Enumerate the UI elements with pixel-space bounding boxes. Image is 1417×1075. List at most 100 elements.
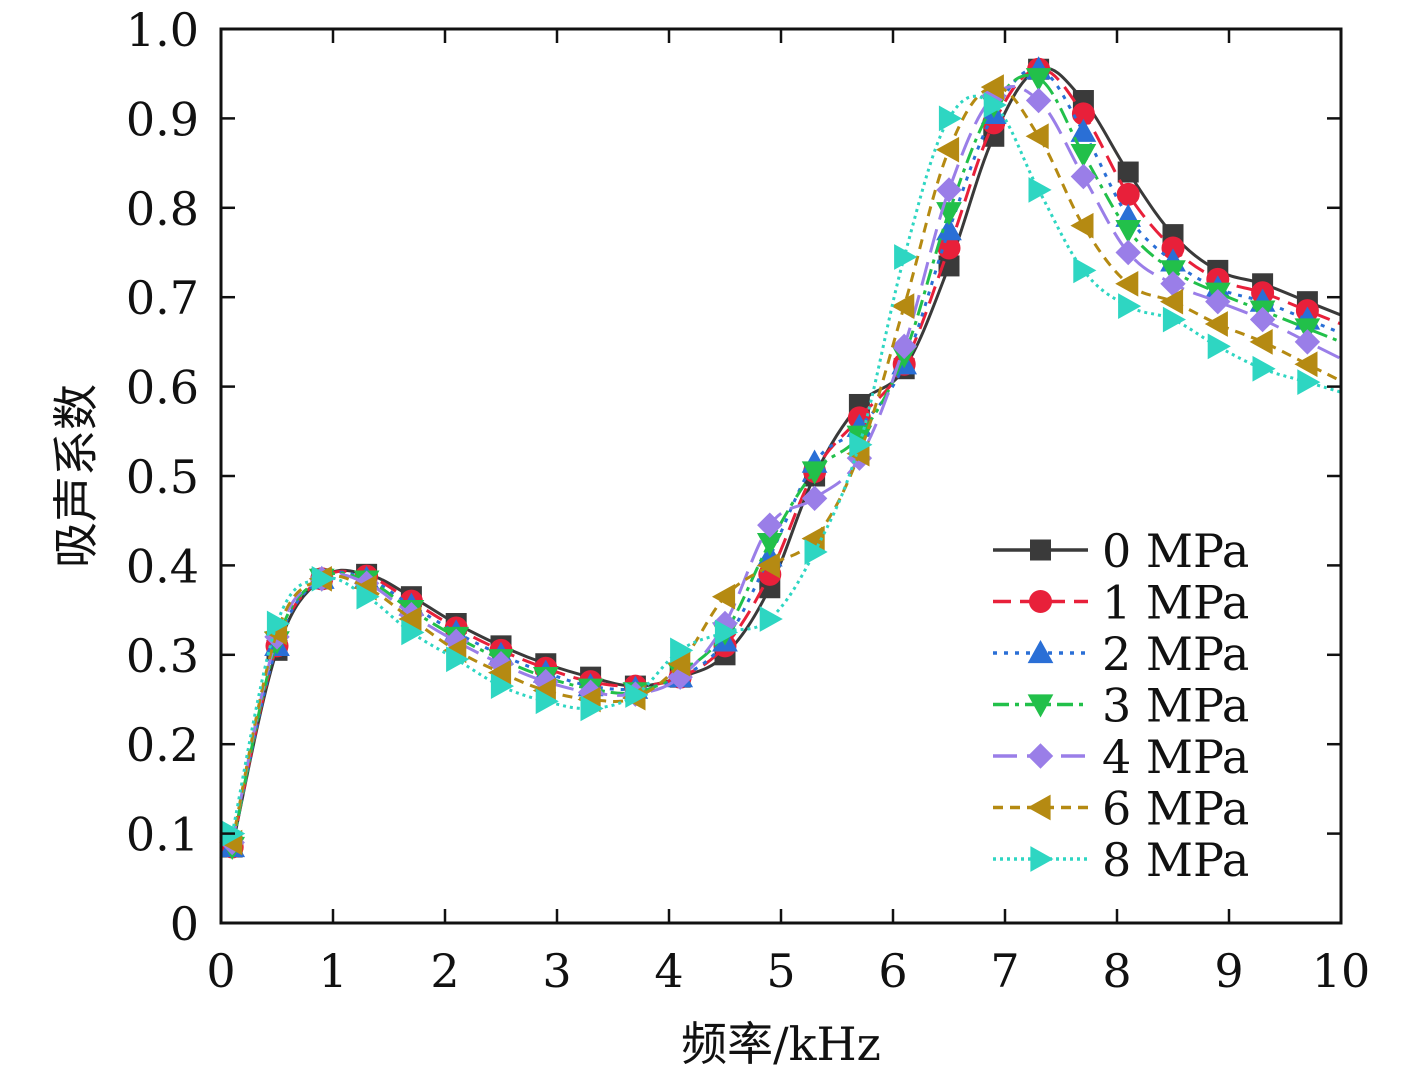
data-point: [1070, 212, 1094, 239]
data-point: [759, 606, 783, 632]
x-tick-label: 0: [206, 944, 235, 998]
data-point: [801, 461, 828, 485]
data-point: [1162, 306, 1187, 333]
x-tick-label: 4: [654, 944, 683, 998]
data-point: [935, 136, 960, 163]
legend-label: 3 MPa: [1102, 679, 1249, 733]
legend-marker: [1030, 539, 1051, 561]
y-tick-label: 0.8: [126, 182, 199, 236]
series-line: [230, 85, 1342, 843]
x-tick-label: 7: [990, 944, 1019, 998]
data-point: [1249, 329, 1273, 355]
data-point: [625, 682, 649, 708]
legend-marker: [1027, 639, 1054, 664]
legend-label: 8 MPa: [1102, 833, 1249, 887]
data-point: [1025, 87, 1052, 114]
data-point: [1204, 311, 1228, 337]
data-point: [894, 244, 918, 270]
data-point: [1025, 123, 1049, 150]
legend-label: 1 MPa: [1102, 576, 1249, 630]
series-line: [230, 73, 1342, 848]
data-point: [891, 333, 917, 360]
data-point: [1117, 161, 1139, 183]
data-point: [1159, 288, 1184, 315]
legend-label: 0 MPa: [1102, 524, 1249, 578]
data-point: [980, 74, 1004, 100]
data-point: [804, 539, 828, 565]
x-tick-label: 5: [766, 944, 795, 998]
x-tick-label: 9: [1214, 944, 1243, 998]
data-point: [1070, 163, 1097, 190]
data-point: [1205, 288, 1231, 315]
data-point: [756, 552, 780, 579]
legend-marker: [1030, 846, 1054, 872]
data-point: [311, 565, 335, 592]
y-tick-label: 0.1: [126, 808, 199, 862]
x-tick-label: 6: [878, 944, 907, 998]
series-line: [230, 85, 1342, 843]
data-point: [938, 105, 963, 132]
y-tick-label: 0.9: [126, 92, 199, 146]
data-point: [1116, 182, 1140, 206]
data-point: [936, 177, 962, 203]
data-point: [580, 695, 604, 722]
ticks-layer: 0 1 2 3 4 5 6 7 8 9 10 0 0.1 0.2 0.3 0.4 0.5 0.6 0.7 0.8 0.9…: [126, 3, 1370, 998]
data-point: [1070, 144, 1097, 168]
series-line: [230, 67, 1342, 848]
data-point: [1115, 270, 1139, 297]
legend-marker: [1029, 590, 1052, 613]
x-tick-label: 8: [1102, 944, 1131, 998]
legend-label: 4 MPa: [1102, 730, 1249, 784]
y-axis-title: 吸声系数: [49, 384, 103, 568]
x-axis-title: 频率/kHz: [681, 1017, 881, 1071]
legend-marker: [1027, 694, 1054, 718]
y-tick-label: 0.2: [126, 718, 199, 772]
x-tick-label: 2: [430, 944, 459, 998]
data-point: [1115, 239, 1141, 266]
y-tick-label: 0.6: [126, 361, 199, 415]
data-point: [801, 485, 828, 512]
data-point: [1073, 257, 1097, 284]
series-layer: [219, 56, 1342, 861]
legend-label: 6 MPa: [1102, 782, 1249, 836]
data-point: [714, 619, 739, 646]
legend-marker: [1027, 794, 1051, 821]
x-tick-label: 1: [318, 944, 347, 998]
data-point: [1028, 177, 1052, 203]
y-tick-label: 0: [170, 897, 199, 951]
data-point: [1118, 293, 1142, 319]
data-point: [1294, 329, 1321, 355]
x-tick-label: 10: [1312, 944, 1371, 998]
data-point: [983, 92, 1007, 118]
data-point: [446, 646, 470, 673]
y-tick-label: 1.0: [126, 3, 199, 57]
data-point: [711, 583, 736, 610]
y-tick-label: 0.3: [126, 629, 199, 683]
data-point: [1070, 118, 1097, 142]
data-point: [490, 673, 515, 699]
legend-marker: [1027, 743, 1054, 769]
data-point: [849, 431, 873, 458]
y-tick-label: 0.4: [126, 539, 199, 593]
x-tick-label: 3: [542, 944, 571, 998]
data-point: [1294, 351, 1318, 378]
data-point: [891, 293, 915, 319]
data-point: [356, 583, 380, 610]
data-point: [1115, 220, 1142, 244]
y-tick-label: 0.5: [126, 450, 199, 504]
data-point: [1252, 355, 1276, 382]
data-point: [670, 637, 694, 664]
data-point: [1207, 333, 1231, 360]
data-point: [401, 619, 425, 646]
legend-label: 2 MPa: [1102, 627, 1249, 681]
data-point: [266, 610, 291, 637]
data-point: [1297, 369, 1321, 395]
data-point: [535, 688, 559, 715]
data-point: [1025, 68, 1052, 92]
series-8-mpa: [222, 92, 1342, 847]
data-point: [757, 512, 783, 538]
data-point: [1249, 306, 1276, 333]
y-tick-label: 0.7: [126, 271, 199, 325]
